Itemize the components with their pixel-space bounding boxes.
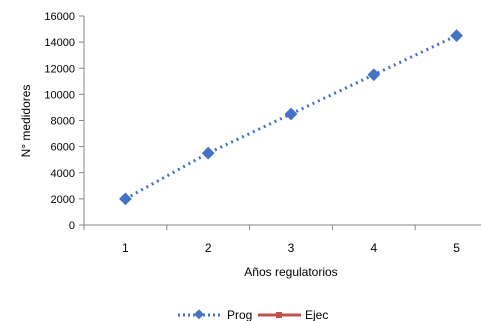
series-layer bbox=[119, 29, 463, 206]
x-tick-label: 3 bbox=[288, 241, 295, 255]
y-tick-label: 16000 bbox=[44, 11, 75, 23]
x-axis-title: Años regulatorios bbox=[244, 265, 337, 279]
y-tick-label: 12000 bbox=[44, 63, 75, 75]
x-tick-label: 5 bbox=[453, 241, 460, 255]
y-axis: 0 2000 4000 6000 8000 10000 12000 14000 16000 bbox=[44, 11, 85, 232]
y-tick-label: 4000 bbox=[51, 168, 75, 180]
x-tick-label: 1 bbox=[122, 241, 129, 255]
y-tick-label: 8000 bbox=[51, 116, 75, 128]
legend-item-prog: Prog bbox=[178, 308, 252, 321]
data-point-prog bbox=[201, 146, 215, 160]
legend-ejec-label: Ejec bbox=[305, 308, 328, 321]
data-point-prog bbox=[367, 68, 381, 82]
y-tick-label: 14000 bbox=[44, 37, 75, 49]
legend-item-ejec: Ejec bbox=[258, 308, 328, 321]
y-tick-label: 2000 bbox=[51, 194, 75, 206]
legend-prog-marker bbox=[194, 309, 204, 320]
y-tick-label: 6000 bbox=[51, 142, 75, 154]
y-axis-title: N° medidores bbox=[19, 85, 33, 158]
data-point-prog bbox=[284, 107, 298, 121]
legend-prog-label: Prog bbox=[227, 308, 252, 321]
x-tick-label: 4 bbox=[370, 241, 377, 255]
legend-ejec-marker bbox=[276, 312, 282, 318]
x-tick-label: 2 bbox=[205, 241, 212, 255]
legend: Prog Ejec bbox=[178, 308, 328, 321]
data-point-prog bbox=[119, 192, 132, 206]
y-tick-label: 10000 bbox=[44, 89, 75, 101]
y-tick-label: 0 bbox=[69, 220, 75, 232]
data-point-prog bbox=[450, 29, 463, 42]
x-axis: 1 2 3 4 5 bbox=[83, 224, 481, 255]
